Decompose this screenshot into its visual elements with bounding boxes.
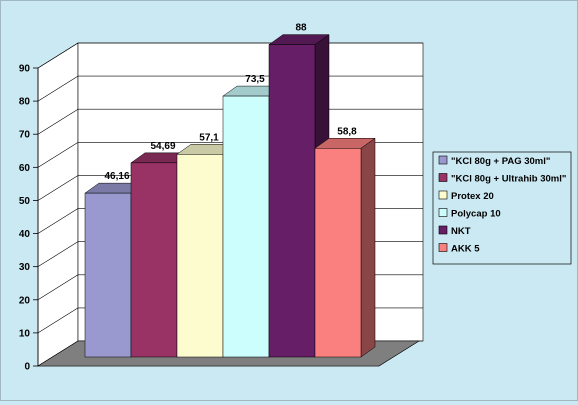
y-tick-label: 30 — [19, 262, 31, 273]
data-label: 73,5 — [245, 74, 265, 85]
gridline-depth — [37, 175, 79, 201]
data-labels: 46,16 54,69 57,1 73,5 88 58,8 — [104, 23, 357, 183]
legend-swatch — [438, 190, 448, 200]
gridline-depth — [37, 75, 79, 102]
legend-label: "KCl 80g + Ultrahib 30ml" — [451, 174, 566, 185]
legend-item: Protex 20 — [438, 190, 494, 202]
gridline-depth — [37, 142, 79, 168]
bar-front — [314, 148, 362, 358]
legend-label: "KCl 80g + PAG 30ml" — [451, 156, 550, 167]
y-tick-label: 10 — [19, 328, 31, 339]
gridline-depth — [37, 241, 79, 267]
y-tick-label: 20 — [19, 295, 31, 306]
bar-front — [176, 154, 224, 358]
legend-swatch — [438, 173, 448, 182]
legend-swatch — [438, 208, 448, 217]
bar-side — [360, 137, 376, 358]
data-label: 54,69 — [150, 141, 175, 152]
legend-label: AKK 5 — [451, 244, 480, 255]
legend-item: "KCl 80g + Ultrahib 30ml" — [438, 173, 566, 185]
bar-front — [130, 162, 178, 358]
legend-item: NKT — [438, 225, 471, 237]
bar-front — [222, 95, 270, 358]
bar-front — [84, 192, 132, 358]
y-tick-label: 60 — [19, 163, 31, 174]
legend-label: Protex 20 — [451, 191, 494, 202]
legend-label: NKT — [451, 226, 471, 237]
legend-box — [432, 151, 572, 265]
legend-label: Polycap 10 — [451, 209, 501, 220]
gridline-depth — [37, 274, 79, 301]
y-tick-label: 40 — [19, 229, 31, 240]
y-tick-label: 0 — [24, 362, 30, 373]
side-wall — [37, 42, 79, 367]
bar-front — [268, 44, 316, 358]
gridline-depth — [37, 208, 79, 234]
data-label: 46,16 — [104, 171, 129, 182]
legend-item: "KCl 80g + PAG 30ml" — [438, 155, 550, 167]
legend: "KCl 80g + PAG 30ml" "KCl 80g + Ultrahib … — [432, 151, 572, 265]
y-axis: 0 10 20 30 40 50 60 70 80 90 — [19, 64, 39, 373]
y-tick-label: 80 — [19, 97, 31, 108]
y-tick-label: 70 — [19, 130, 31, 141]
y-tick-label: 50 — [19, 196, 31, 207]
data-label: 57,1 — [199, 132, 219, 143]
legend-swatch — [438, 243, 448, 252]
bars — [84, 34, 376, 358]
legend-item: AKK 5 — [438, 243, 480, 255]
y-tick-label: 90 — [19, 64, 31, 75]
data-label: 88 — [295, 23, 307, 34]
bar-6 — [314, 137, 376, 358]
gridline-depth — [37, 307, 79, 334]
data-label: 58,8 — [337, 126, 357, 137]
gridline-depth — [37, 108, 79, 135]
legend-swatch — [438, 155, 448, 165]
legend-swatch — [438, 225, 448, 235]
legend-item: Polycap 10 — [438, 208, 501, 220]
gridline-depth — [37, 42, 79, 69]
